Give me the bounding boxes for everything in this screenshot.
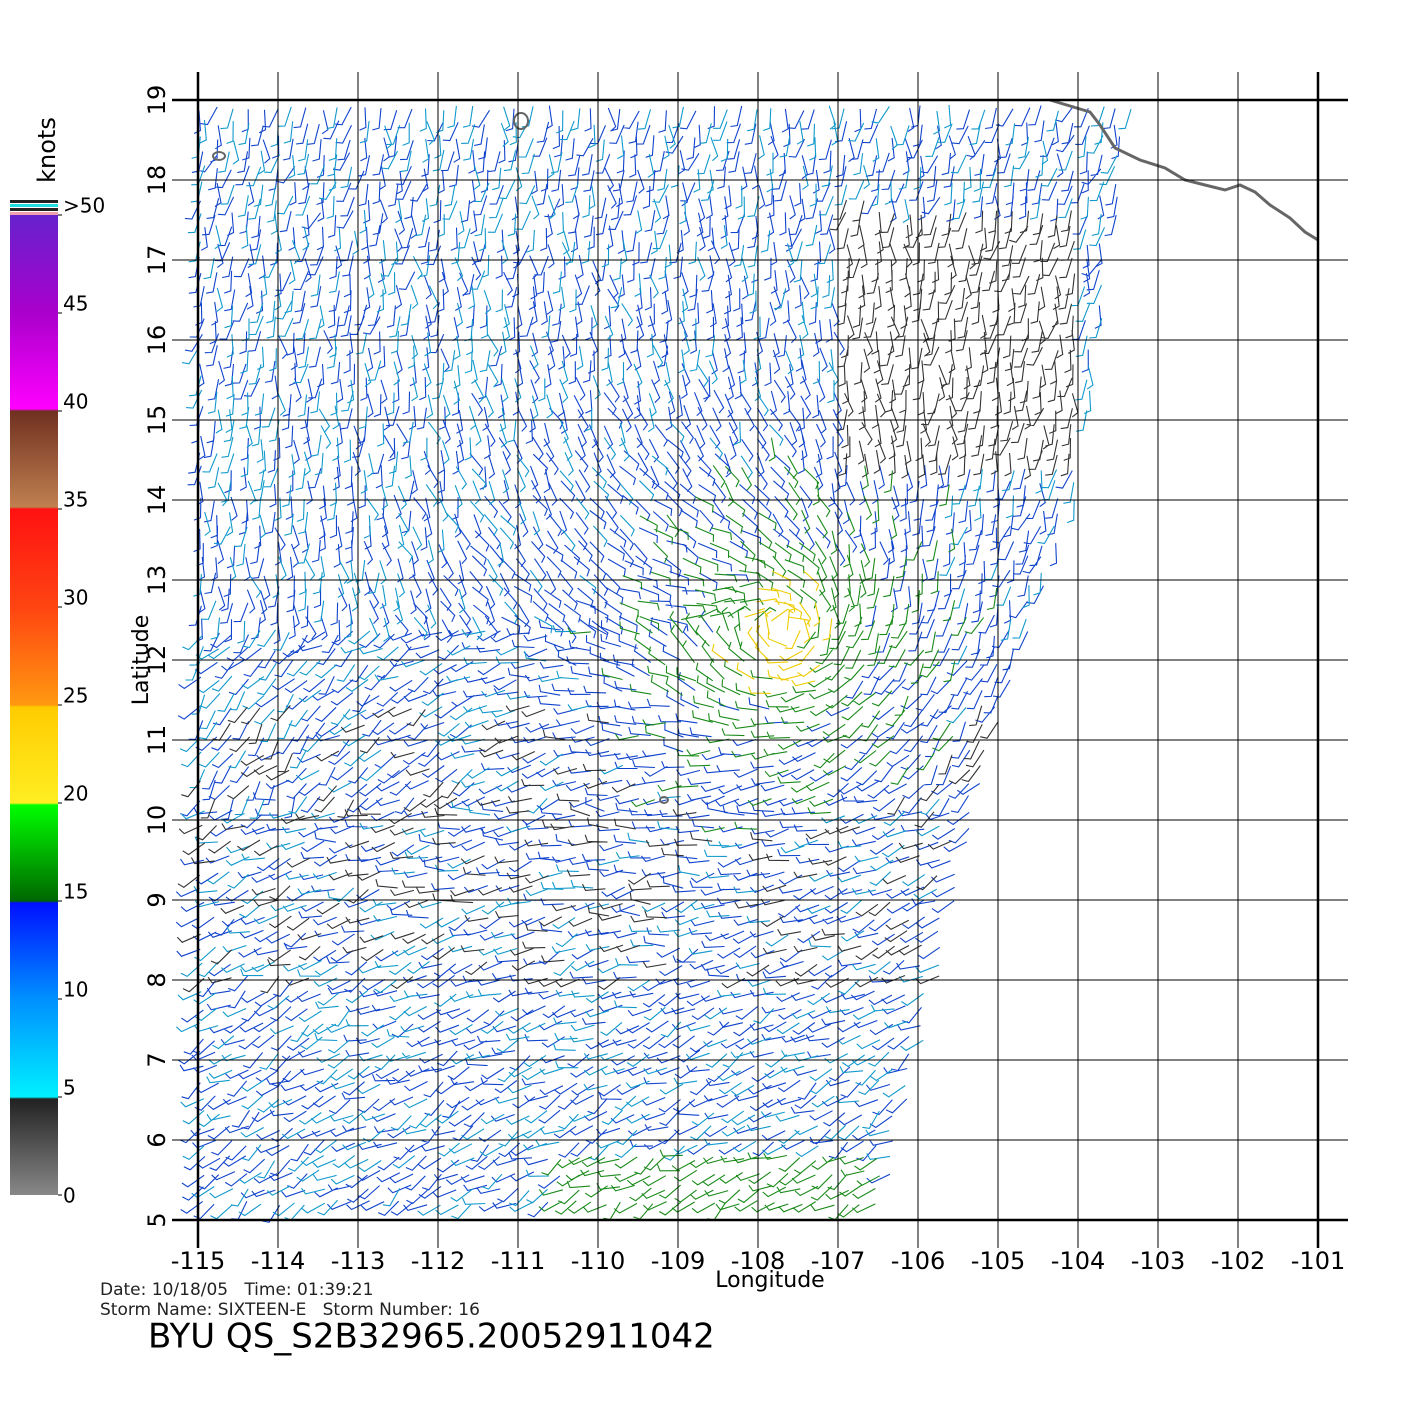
x-tick-label: -115 — [171, 1247, 225, 1275]
y-tick-label: 19 — [143, 85, 171, 116]
axes: -115 -114 -113 -112 -111 -110 -109 -108 -107 -106… — [143, 72, 1348, 1275]
colorbar-tick-label: >50 — [63, 194, 105, 218]
colorbar-label: knots — [33, 117, 61, 183]
colorbar-tick-label: 20 — [63, 782, 88, 806]
x-tick-label: -104 — [1051, 1247, 1105, 1275]
colorbar-tick-label: 15 — [63, 880, 88, 904]
y-tick-label: 10 — [143, 805, 171, 836]
x-tick-label: -112 — [411, 1247, 465, 1275]
x-tick-label: -114 — [251, 1247, 305, 1275]
colorbar-tick-label: 35 — [63, 488, 88, 512]
colorbar-cap — [10, 204, 58, 207]
y-tick-label: 8 — [143, 972, 171, 987]
colorbar-cap — [10, 200, 58, 203]
x-tick-label: -101 — [1291, 1247, 1345, 1275]
y-axis-label: Latitude — [129, 615, 154, 706]
y-tick-label: 6 — [143, 1132, 171, 1147]
y-tick-label: 14 — [143, 485, 171, 516]
x-tick-label: -113 — [331, 1247, 385, 1275]
wind-barbs — [176, 104, 1132, 1221]
island — [513, 112, 529, 130]
island — [659, 796, 669, 804]
y-tick-label: 18 — [143, 165, 171, 196]
footer-date: Date: 10/18/05 Time: 01:39:21 — [100, 1280, 373, 1300]
colorbar: 0 5 10 15 20 25 30 35 40 45 >50 — [10, 194, 105, 1208]
island — [212, 151, 226, 161]
y-tick-label: 15 — [143, 405, 171, 436]
x-axis-label: Longitude — [715, 1268, 824, 1293]
colorbar-tick-label: 45 — [63, 292, 88, 316]
y-tick-label: 13 — [143, 565, 171, 596]
colorbar-tick-label: 40 — [63, 390, 88, 414]
wind-barbs — [176, 199, 1079, 994]
x-tick-label: -103 — [1131, 1247, 1185, 1275]
x-tick-label: -109 — [651, 1247, 705, 1275]
wind-field — [175, 104, 1132, 1223]
footer-storm: Storm Name: SIXTEEN-E Storm Number: 16 — [100, 1300, 480, 1320]
colorbar-tick-label: 10 — [63, 978, 88, 1002]
x-tick-label: -105 — [971, 1247, 1025, 1275]
colorbar-tick-label: 30 — [63, 586, 88, 610]
x-tick-label: -102 — [1211, 1247, 1265, 1275]
x-tick-label: -110 — [571, 1247, 625, 1275]
y-tick-label: 9 — [143, 892, 171, 907]
colorbar-cap — [10, 212, 58, 215]
y-tick-label: 16 — [143, 325, 171, 356]
colorbar-tick-label: 5 — [63, 1076, 76, 1100]
x-tick-label: -106 — [891, 1247, 945, 1275]
colorbar-tick-label: 25 — [63, 684, 88, 708]
colorbar-fill — [10, 215, 58, 1195]
colorbar-cap — [10, 208, 58, 211]
footer-title: BYU QS_S2B32965.20052911042 — [148, 1317, 715, 1357]
y-tick-label: 5 — [143, 1212, 171, 1227]
y-tick-label: 11 — [143, 725, 171, 756]
y-tick-label: 12 — [143, 645, 171, 676]
y-tick-label: 7 — [143, 1052, 171, 1067]
x-tick-label: -108 — [731, 1247, 785, 1275]
y-tick-label: 17 — [143, 245, 171, 276]
x-tick-label: -107 — [811, 1247, 865, 1275]
x-tick-label: -111 — [491, 1247, 545, 1275]
colorbar-tick-label: 0 — [63, 1184, 76, 1208]
coastline — [1049, 98, 1319, 242]
